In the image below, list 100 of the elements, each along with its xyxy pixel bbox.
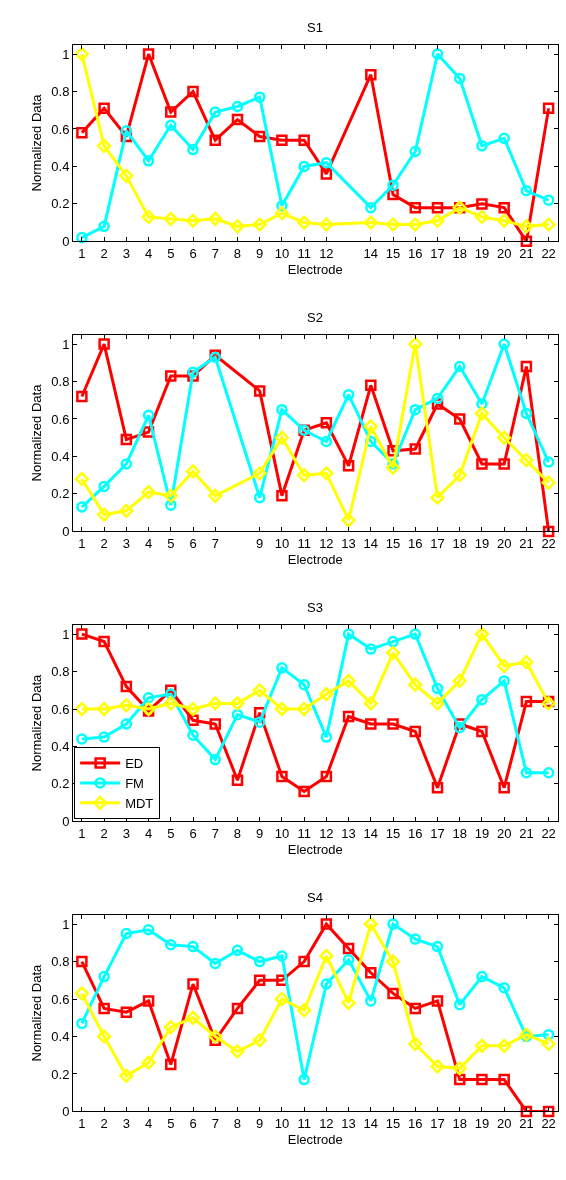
legend-label: ED xyxy=(125,756,144,772)
x-tick-label: 6 xyxy=(189,1116,197,1132)
y-tick-label: 0.8 xyxy=(51,374,70,390)
x-tick-label: 9 xyxy=(256,825,264,841)
x-tick-label: 21 xyxy=(519,245,534,261)
y-tick-label: 0.2 xyxy=(51,196,70,212)
x-tick-label: 5 xyxy=(167,1116,175,1132)
x-tick-label: 21 xyxy=(519,825,534,841)
y-tick-label: 0.4 xyxy=(51,158,70,174)
x-tick-label: 20 xyxy=(496,1116,512,1132)
y-tick-label: 0.8 xyxy=(51,84,70,100)
x-tick-label: 12 xyxy=(319,1116,334,1132)
x-tick-label: 3 xyxy=(122,825,130,841)
x-tick-label: 13 xyxy=(341,825,356,841)
x-tick-label: 18 xyxy=(452,535,467,551)
x-tick-label: 20 xyxy=(496,245,512,261)
x-tick-label: 18 xyxy=(452,825,467,841)
x-tick-label: 11 xyxy=(297,245,311,261)
x-tick-label: 6 xyxy=(189,825,197,841)
x-tick-label: 4 xyxy=(144,1116,153,1132)
x-axis-title: Electrode xyxy=(287,261,343,277)
legend-label: MDT xyxy=(125,795,154,811)
x-tick-label: 3 xyxy=(122,535,130,551)
y-tick-label: 1 xyxy=(62,626,70,642)
x-tick-label: 14 xyxy=(363,245,379,261)
x-tick-label: 16 xyxy=(408,535,423,551)
x-tick-label: 12 xyxy=(319,535,334,551)
y-tick-label: 0 xyxy=(62,1103,70,1119)
y-tick-label: 0.8 xyxy=(51,954,70,970)
x-tick-label: 15 xyxy=(385,1116,401,1132)
x-tick-label: 11 xyxy=(297,825,311,841)
x-tick-label: 1 xyxy=(78,1116,86,1132)
y-tick-label: 0.4 xyxy=(51,739,70,755)
x-tick-label: 19 xyxy=(474,825,490,841)
x-tick-label: 7 xyxy=(211,535,219,551)
x-tick-label: 6 xyxy=(189,245,197,261)
x-tick-label: 6 xyxy=(189,535,197,551)
y-tick-label: 1 xyxy=(62,336,70,352)
x-tick-label: 19 xyxy=(474,535,490,551)
x-tick-label: 20 xyxy=(496,535,512,551)
x-tick-label: 3 xyxy=(122,245,130,261)
chart-title: S4 xyxy=(307,890,323,905)
x-tick-label: 14 xyxy=(363,825,379,841)
x-tick-label: 15 xyxy=(385,245,401,261)
x-tick-label: 4 xyxy=(144,535,153,551)
x-tick-label: 11 xyxy=(297,535,311,551)
y-tick-label: 0.6 xyxy=(51,701,70,717)
x-tick-label: 5 xyxy=(167,245,175,261)
x-tick-label: 13 xyxy=(341,1116,356,1132)
x-tick-label: 8 xyxy=(233,825,242,841)
y-tick-label: 1 xyxy=(62,916,70,932)
chart-title: S3 xyxy=(307,600,323,615)
x-tick-label: 16 xyxy=(408,245,423,261)
y-tick-label: 0 xyxy=(62,813,70,829)
y-tick-label: 0.4 xyxy=(51,1029,70,1045)
x-tick-label: 5 xyxy=(167,535,175,551)
x-tick-label: 15 xyxy=(385,825,401,841)
x-tick-label: 9 xyxy=(256,245,264,261)
y-axis-title: Normalized Data xyxy=(29,383,45,482)
x-tick-label: 2 xyxy=(100,825,108,841)
x-tick-label: 9 xyxy=(256,535,264,551)
x-tick-label: 12 xyxy=(319,245,334,261)
legend-label: FM xyxy=(125,775,144,791)
x-tick-label: 19 xyxy=(474,1116,490,1132)
x-tick-label: 17 xyxy=(430,1116,445,1132)
x-tick-label: 15 xyxy=(385,535,401,551)
y-tick-label: 0 xyxy=(62,233,70,249)
x-tick-label: 12 xyxy=(319,825,334,841)
x-tick-label: 22 xyxy=(541,245,556,261)
x-tick-label: 8 xyxy=(233,1116,242,1132)
x-tick-label: 18 xyxy=(452,1116,467,1132)
x-tick-label: 17 xyxy=(430,535,445,551)
x-tick-label: 17 xyxy=(430,825,445,841)
x-tick-label: 2 xyxy=(100,1116,108,1132)
x-tick-label: 22 xyxy=(541,825,556,841)
x-tick-label: 7 xyxy=(211,825,219,841)
y-tick-label: 1 xyxy=(62,46,70,62)
x-tick-label: 10 xyxy=(274,1116,290,1132)
x-tick-label: 13 xyxy=(341,535,356,551)
x-tick-label: 2 xyxy=(100,535,108,551)
y-tick-label: 0.4 xyxy=(51,449,70,465)
chart-title: S2 xyxy=(307,310,323,325)
x-tick-label: 2 xyxy=(100,245,108,261)
x-tick-label: 1 xyxy=(78,535,86,551)
y-tick-label: 0.2 xyxy=(51,776,70,792)
x-axis-title: Electrode xyxy=(287,1131,343,1147)
x-tick-label: 21 xyxy=(519,1116,534,1132)
x-tick-label: 22 xyxy=(541,535,556,551)
y-axis-title: Normalized Data xyxy=(29,673,45,772)
x-tick-label: 10 xyxy=(274,535,290,551)
y-tick-label: 0.2 xyxy=(51,486,70,502)
y-axis-title: Normalized Data xyxy=(29,93,45,192)
x-tick-label: 10 xyxy=(274,245,290,261)
x-tick-label: 16 xyxy=(408,1116,423,1132)
x-tick-label: 21 xyxy=(519,535,534,551)
x-tick-label: 20 xyxy=(496,825,512,841)
y-tick-label: 0.6 xyxy=(51,411,70,427)
x-tick-label: 1 xyxy=(78,825,86,841)
x-tick-label: 22 xyxy=(541,1116,556,1132)
x-tick-label: 4 xyxy=(144,245,153,261)
